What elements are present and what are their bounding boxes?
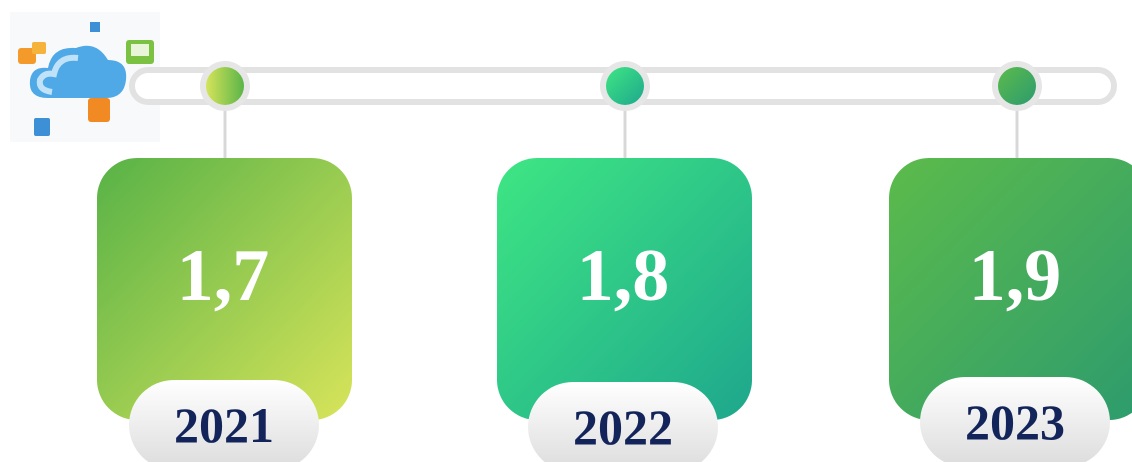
card-value: 1,7 bbox=[177, 235, 270, 317]
card-value: 1,9 bbox=[969, 235, 1062, 317]
node-dot bbox=[998, 67, 1036, 105]
card-value: 1,8 bbox=[577, 235, 670, 317]
year-label: 2022 bbox=[573, 399, 673, 455]
year-label: 2021 bbox=[174, 397, 274, 453]
node-dot bbox=[206, 67, 244, 105]
node-dot bbox=[606, 67, 644, 105]
infographic: 1,7 2021 1,8 2022 1,9 2023 bbox=[0, 0, 1132, 462]
year-label: 2023 bbox=[965, 394, 1065, 450]
